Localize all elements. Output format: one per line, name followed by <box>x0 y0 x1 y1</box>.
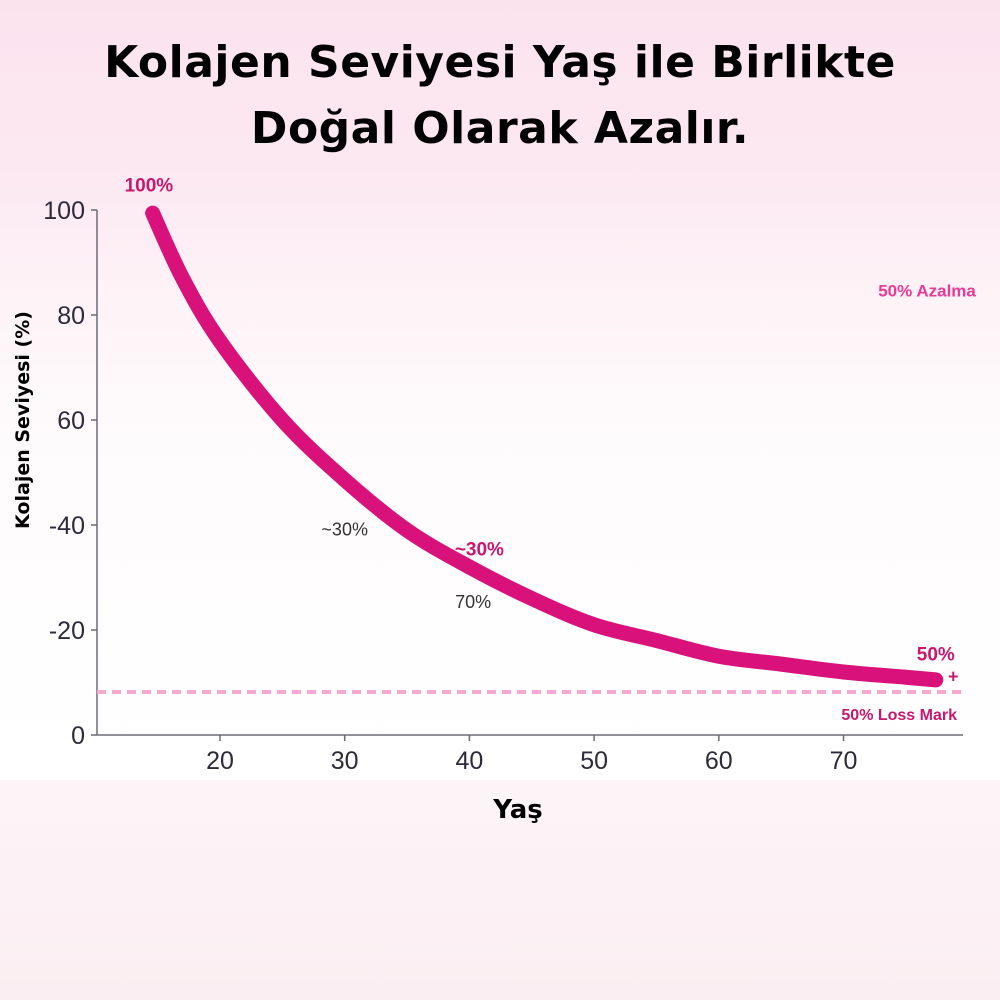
chart-title: Kolajen Seviyesi Yaş ile Birlikte Doğal … <box>0 30 1000 162</box>
annotation-label-3: 70% <box>455 592 491 612</box>
annotation-label-4: 50% <box>917 644 955 665</box>
x-tick-label: 60 <box>705 747 733 775</box>
title-line-2: Doğal Olarak Azalır. <box>250 103 750 154</box>
annotation-label-0: 100% <box>125 176 174 197</box>
x-tick-label: 20 <box>206 747 234 775</box>
y-tick-label: -40 <box>49 512 85 540</box>
annotation-label-1: ~30% <box>321 520 368 540</box>
y-tick-label: -20 <box>49 617 85 645</box>
annotation-label-6: 50% Azalma <box>878 282 976 301</box>
y-tick-label: 100 <box>43 197 85 225</box>
collagen-curve <box>145 205 944 688</box>
plot-background <box>0 180 1000 780</box>
annotation-label-2: ~30% <box>455 539 504 560</box>
reference-line-label: 50% Loss Mark <box>841 707 957 724</box>
x-tick-label: 70 <box>830 747 858 775</box>
title-line-1: Kolajen Seviyesi Yaş ile Birlikte <box>104 37 896 88</box>
x-tick-label: 40 <box>455 747 483 775</box>
y-tick-label: 80 <box>57 302 85 330</box>
annotation-label-5: + <box>948 667 959 687</box>
x-tick-label: 50 <box>580 747 608 775</box>
y-tick-label: 60 <box>57 407 85 435</box>
y-tick-label: 0 <box>71 722 85 750</box>
x-tick-label: 30 <box>331 747 359 775</box>
x-axis-label: Yaş <box>493 795 543 825</box>
